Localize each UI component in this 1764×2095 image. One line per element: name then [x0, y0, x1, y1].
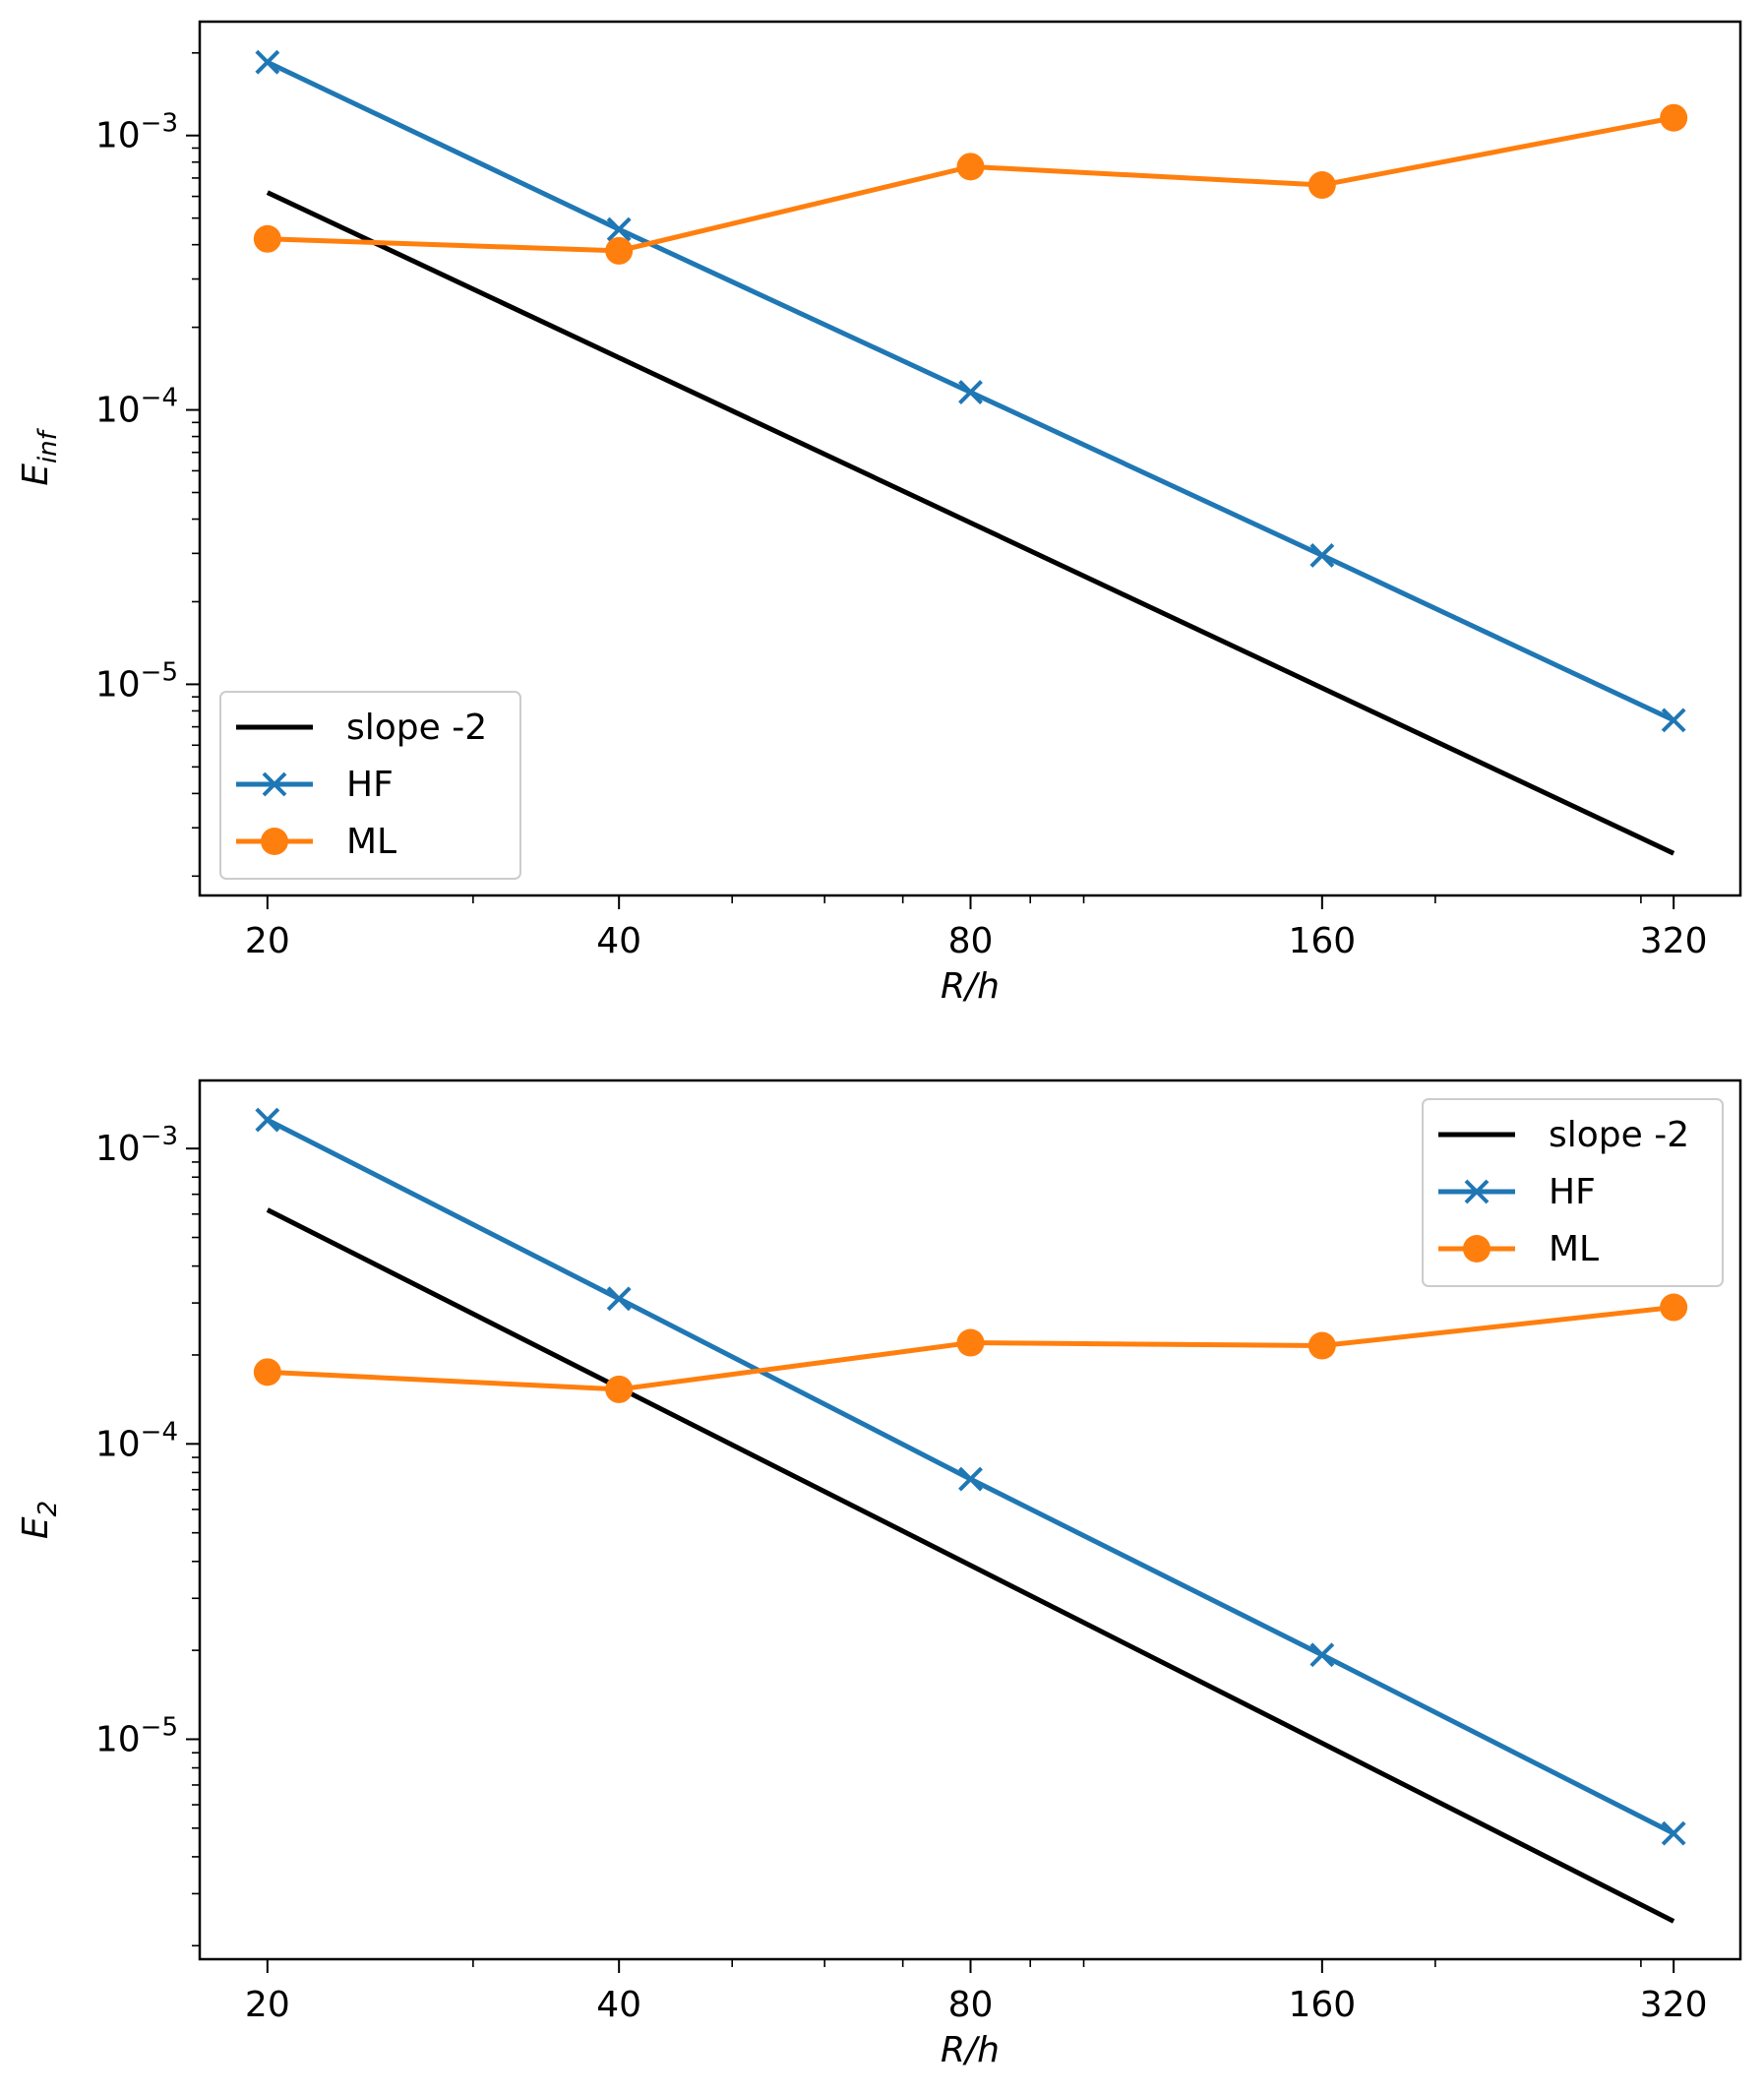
legend-entry: ML	[1438, 1229, 1599, 1269]
data-point	[255, 49, 280, 75]
data-point	[606, 1286, 632, 1312]
legend-swatch-marker	[262, 771, 287, 797]
data-point	[253, 1358, 281, 1386]
x-minor-ticks	[472, 1959, 1642, 1967]
legend-entry: slope -2	[236, 708, 487, 748]
y-minor-ticks	[192, 1161, 200, 1947]
legend-label: HF	[1549, 1172, 1596, 1212]
plot-frame	[198, 1078, 1742, 1961]
legend-entry: ML	[236, 822, 396, 862]
data-point	[956, 1328, 985, 1357]
series-line	[266, 190, 1675, 856]
y-minor-ticks	[192, 51, 200, 878]
legend: slope -2 HF ML	[1422, 1098, 1724, 1287]
chart-panel-2: 20 40 80 160 320 10−3 10−4 10−5 R/h E2 slope -2 HF M…	[16, 1078, 1742, 2070]
series-ml	[253, 103, 1688, 265]
x-tick-label: 20	[245, 921, 290, 961]
data-point	[1660, 1293, 1688, 1322]
y-tick-label: 10−3	[95, 109, 178, 156]
x-tick-label: 160	[1288, 921, 1356, 961]
legend-swatch-marker	[1463, 1235, 1490, 1263]
chart-panel-1: 20 40 80 160 320 10−3 10−4 10−5 R/h Einf slope -2 H…	[16, 20, 1742, 1007]
x-tick-label: 40	[596, 921, 641, 961]
legend-label: ML	[1549, 1229, 1599, 1269]
legend-entry: HF	[236, 765, 394, 805]
y-axis-label: Einf	[16, 427, 63, 485]
data-point	[605, 236, 634, 265]
data-point	[255, 1107, 280, 1133]
data-point	[958, 380, 983, 405]
x-tick-label: 40	[596, 1985, 641, 2025]
data-point	[1660, 103, 1688, 132]
series-line	[267, 115, 1674, 254]
data-point	[605, 1375, 634, 1403]
y-tick-label: 10−4	[95, 1417, 178, 1464]
x-tick-label: 320	[1640, 1985, 1708, 2025]
legend-box	[219, 691, 521, 880]
y-tick-label: 10−3	[95, 1122, 178, 1169]
y-tick-label: 10−5	[95, 1712, 178, 1759]
legend: slope -2 HF ML	[219, 691, 521, 880]
legend-swatch-marker	[1464, 1179, 1490, 1204]
data-point	[1308, 171, 1336, 200]
x-tick-label: 80	[948, 1985, 994, 2025]
legend-label: slope -2	[346, 708, 487, 748]
x-tick-label: 160	[1288, 1985, 1356, 2025]
data-point	[253, 224, 281, 253]
data-point	[1309, 1642, 1335, 1668]
data-point	[956, 153, 985, 181]
legend-label: HF	[346, 765, 394, 805]
legend-label: slope -2	[1549, 1115, 1689, 1155]
series-ml	[253, 1293, 1688, 1403]
series-hf	[255, 1107, 1686, 1846]
legend-entry: HF	[1438, 1172, 1596, 1212]
data-point	[606, 216, 632, 242]
y-tick-label: 10−4	[95, 384, 178, 431]
series-slope--2	[266, 190, 1675, 856]
x-minor-ticks	[472, 895, 1642, 903]
y-tick-label: 10−5	[95, 657, 178, 705]
x-axis-label: R/h	[941, 966, 1000, 1007]
series-slope--2	[266, 1207, 1675, 1924]
x-axis-label: R/h	[941, 2030, 1000, 2070]
x-tick-label: 80	[948, 921, 994, 961]
plot-frame	[198, 20, 1742, 897]
x-tick-label: 20	[245, 1985, 290, 2025]
legend-label: ML	[346, 822, 396, 862]
x-tick-label: 320	[1640, 921, 1708, 961]
data-point	[1661, 708, 1686, 733]
data-point	[1661, 1820, 1686, 1846]
legend-box	[1422, 1098, 1724, 1287]
y-axis-label: E2	[16, 1501, 63, 1539]
data-point	[1309, 542, 1335, 568]
legend-swatch-marker	[261, 828, 288, 855]
data-point	[958, 1466, 983, 1492]
series-line	[266, 1207, 1675, 1924]
data-point	[1308, 1331, 1336, 1360]
series-hf	[255, 49, 1686, 733]
legend-entry: slope -2	[1438, 1115, 1689, 1155]
